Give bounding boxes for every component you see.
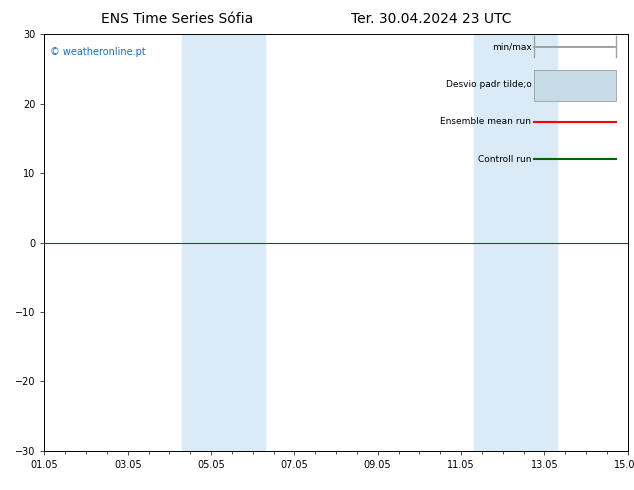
Text: Controll run: Controll run — [478, 155, 531, 164]
Bar — [474, 34, 557, 451]
Text: min/max: min/max — [492, 42, 531, 51]
Text: © weatheronline.pt: © weatheronline.pt — [50, 47, 146, 57]
Text: Ter. 30.04.2024 23 UTC: Ter. 30.04.2024 23 UTC — [351, 12, 512, 26]
Text: Desvio padr tilde;o: Desvio padr tilde;o — [446, 80, 531, 89]
Text: ENS Time Series Sófia: ENS Time Series Sófia — [101, 12, 254, 26]
Bar — [182, 34, 265, 451]
Bar — [534, 70, 616, 101]
Text: Ensemble mean run: Ensemble mean run — [441, 117, 531, 126]
